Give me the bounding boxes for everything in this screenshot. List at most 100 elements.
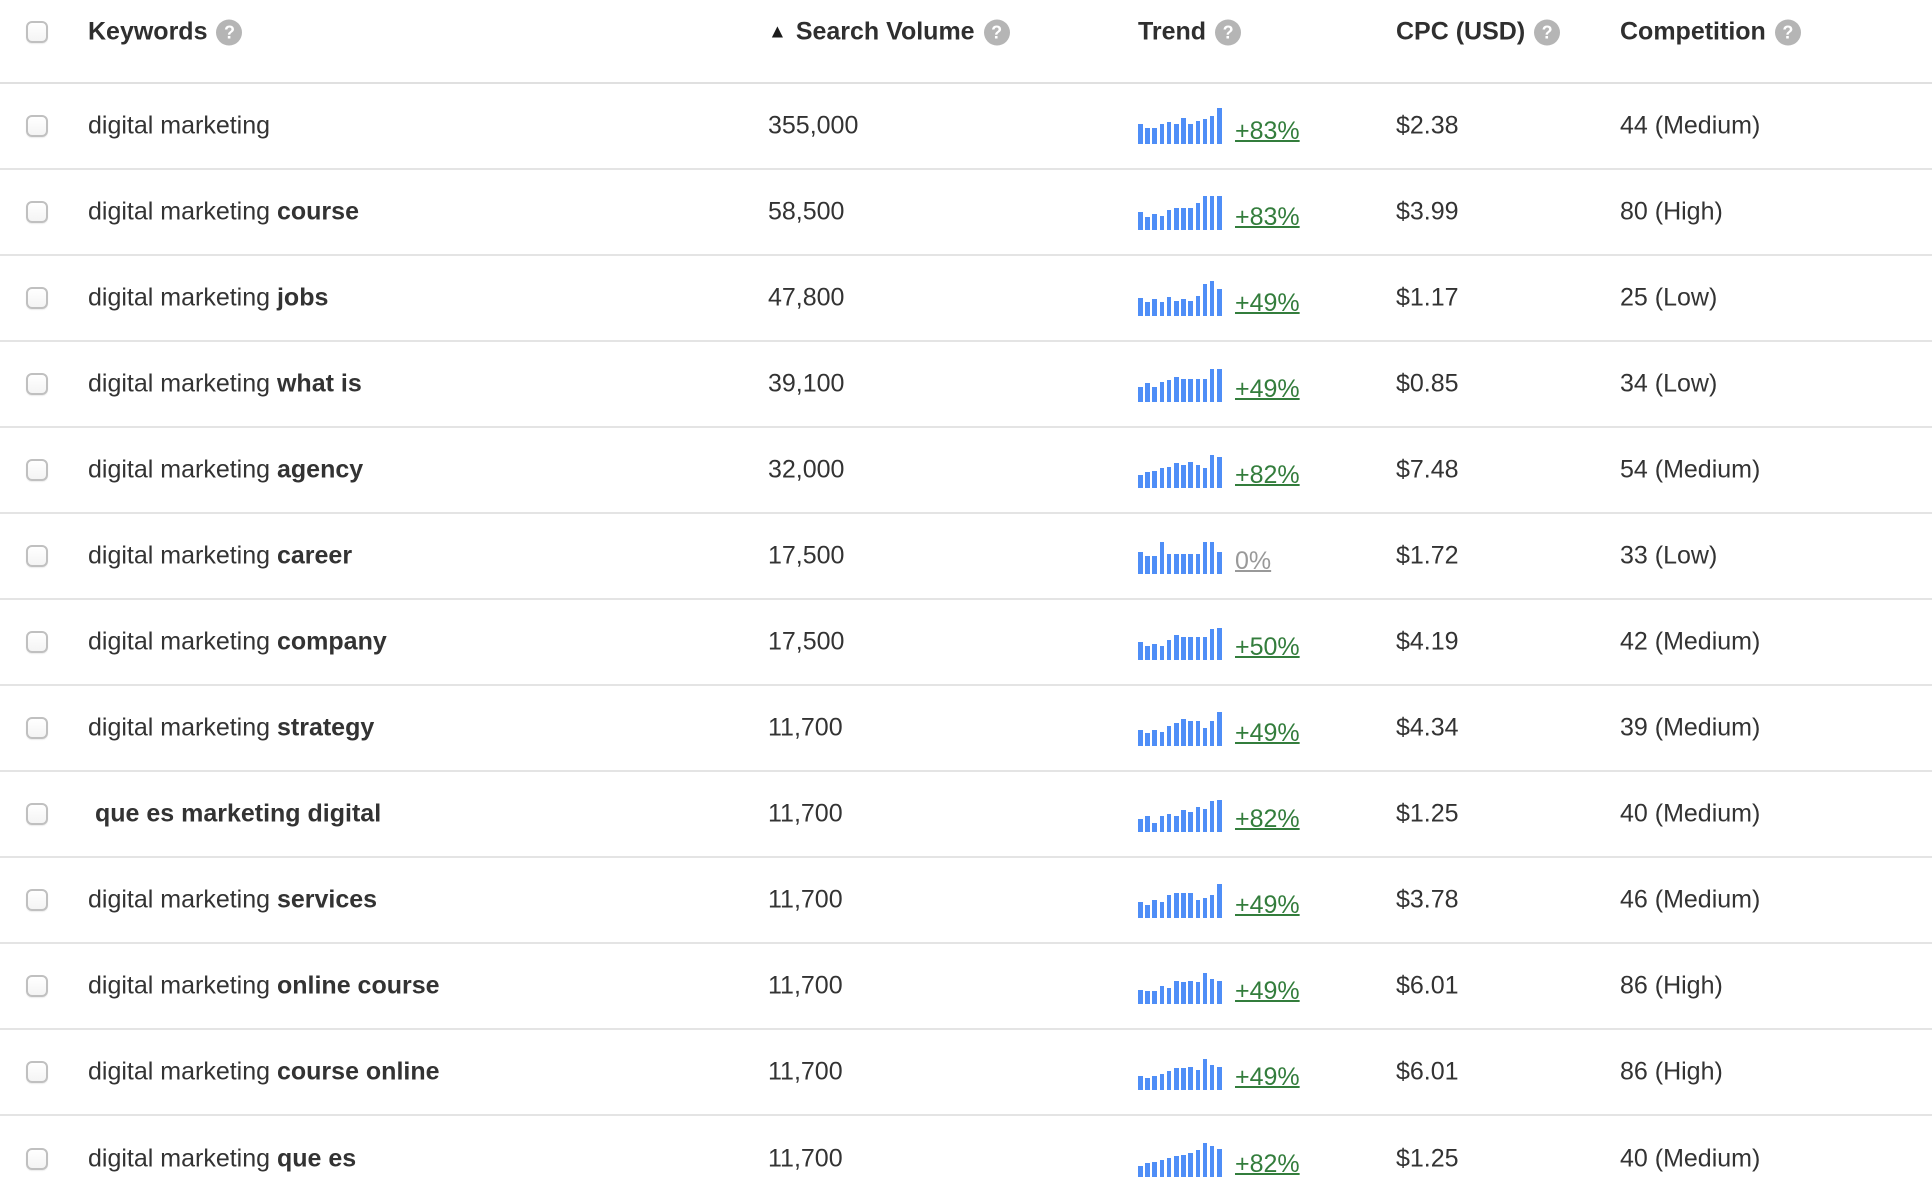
sparkline-bar — [1138, 475, 1143, 488]
row-checkbox[interactable] — [26, 1061, 48, 1083]
sparkline-bar — [1209, 454, 1215, 488]
sparkline-bar — [1181, 892, 1186, 918]
column-header-competition[interactable]: Competition — [1620, 17, 1766, 46]
trend-percent-link[interactable]: +82% — [1235, 460, 1300, 489]
sparkline-bar — [1188, 462, 1193, 488]
sparkline-bar — [1138, 124, 1143, 144]
sparkline-bar — [1195, 900, 1201, 918]
row-checkbox[interactable] — [26, 717, 48, 739]
sparkline-bar — [1166, 640, 1172, 660]
search-volume-value: 355,000 — [768, 111, 859, 140]
sparkline-bar — [1152, 298, 1157, 316]
sparkline-bar — [1159, 1159, 1165, 1177]
sparkline-bar — [1166, 379, 1172, 402]
sparkline-bar — [1145, 1163, 1150, 1177]
sort-ascending-icon[interactable]: ▲ — [768, 21, 787, 42]
column-header-cpc[interactable]: CPC (USD) — [1396, 17, 1526, 46]
row-checkbox[interactable] — [26, 631, 48, 653]
keyword-cell: digital marketing what is — [88, 370, 362, 399]
trend-percent-link[interactable]: +82% — [1235, 804, 1300, 833]
sparkline-bar — [1202, 378, 1208, 402]
competition-value: 40 (Medium) — [1620, 1144, 1761, 1173]
trend-help-icon[interactable]: ? — [1215, 19, 1242, 45]
row-checkbox[interactable] — [26, 1148, 48, 1170]
trend-cell: +49% — [1138, 366, 1300, 402]
cpc-value: $1.25 — [1396, 1144, 1459, 1173]
sparkline-bar — [1138, 901, 1143, 918]
keyword-text: digital marketing — [88, 455, 271, 484]
keywords-help-icon[interactable]: ? — [216, 19, 243, 45]
search-volume-help-icon[interactable]: ? — [983, 19, 1010, 45]
trend-percent-link[interactable]: 0% — [1235, 546, 1272, 575]
trend-cell: +49% — [1138, 1054, 1300, 1090]
sparkline-bar — [1145, 127, 1150, 144]
sparkline-bar — [1138, 729, 1143, 746]
trend-percent-link[interactable]: +49% — [1235, 1062, 1300, 1091]
keyword-text: digital marketing — [88, 627, 271, 656]
sparkline-bar — [1195, 1150, 1201, 1177]
sparkline-bar — [1145, 905, 1150, 918]
row-checkbox[interactable] — [26, 287, 48, 309]
sparkline-bar — [1181, 464, 1186, 488]
sparkline-bar — [1202, 1142, 1208, 1177]
sparkline-bar — [1152, 900, 1157, 918]
column-header-trend[interactable]: Trend — [1138, 17, 1207, 46]
sparkline-bar — [1173, 300, 1179, 316]
trend-percent-link[interactable]: +49% — [1235, 718, 1300, 747]
sparkline-bar — [1202, 1059, 1208, 1090]
row-checkbox[interactable] — [26, 975, 48, 997]
competition-help-icon[interactable]: ? — [1774, 19, 1801, 45]
column-header-search-volume[interactable]: Search Volume — [795, 17, 975, 46]
sparkline-bar — [1166, 814, 1172, 832]
table-body: digital marketing 355,000 +83% $2.38 44 … — [0, 84, 1932, 1202]
row-checkbox[interactable] — [26, 545, 48, 567]
sparkline-bar — [1138, 551, 1143, 574]
keyword-text: digital marketing — [88, 1057, 271, 1086]
sparkline-bar — [1166, 726, 1172, 746]
sparkline-bar — [1138, 212, 1143, 230]
sparkline-bar — [1217, 627, 1222, 660]
table-row-8: digital marketing strategy 11,700 +49% $… — [0, 686, 1932, 772]
sparkline-bar — [1188, 207, 1193, 230]
keyword-modifier-text: online course — [276, 971, 440, 1000]
sparkline-bar — [1152, 470, 1157, 488]
row-checkbox[interactable] — [26, 803, 48, 825]
table-row-11: digital marketing online course 11,700 +… — [0, 944, 1932, 1030]
row-checkbox[interactable] — [26, 459, 48, 481]
sparkline-bar — [1195, 203, 1201, 230]
select-all-checkbox[interactable] — [26, 21, 48, 43]
search-volume-value: 32,000 — [768, 455, 845, 484]
table-row-7: digital marketing company 17,500 +50% $4… — [0, 600, 1932, 686]
table-row-12: digital marketing course online 11,700 +… — [0, 1030, 1932, 1116]
cpc-help-icon[interactable]: ? — [1534, 19, 1561, 45]
trend-cell: +83% — [1138, 108, 1300, 144]
trend-percent-link[interactable]: +49% — [1235, 288, 1300, 317]
sparkline-bar — [1217, 980, 1222, 1004]
trend-percent-link[interactable]: +83% — [1235, 116, 1300, 145]
keyword-modifier-text: strategy — [276, 713, 375, 742]
row-checkbox[interactable] — [26, 889, 48, 911]
sparkline-bar — [1209, 801, 1215, 832]
row-checkbox[interactable] — [26, 373, 48, 395]
row-checkbox[interactable] — [26, 201, 48, 223]
competition-value: 46 (Medium) — [1620, 885, 1761, 914]
sparkline-bar — [1181, 719, 1186, 746]
sparkline-bar — [1209, 720, 1215, 746]
trend-percent-link[interactable]: +49% — [1235, 890, 1300, 919]
competition-value: 86 (High) — [1620, 1057, 1723, 1086]
sparkline-bar — [1166, 297, 1172, 316]
competition-value: 86 (High) — [1620, 971, 1723, 1000]
trend-percent-link[interactable]: +50% — [1235, 632, 1300, 661]
trend-percent-link[interactable]: +49% — [1235, 374, 1300, 403]
row-checkbox[interactable] — [26, 115, 48, 137]
sparkline-bar — [1209, 894, 1215, 918]
search-volume-value: 58,500 — [768, 197, 845, 226]
table-row-6: digital marketing career 17,500 0% $1.72… — [0, 514, 1932, 600]
trend-percent-link[interactable]: +82% — [1235, 1149, 1300, 1178]
trend-percent-link[interactable]: +49% — [1235, 976, 1300, 1005]
trend-percent-link[interactable]: +83% — [1235, 202, 1300, 231]
sparkline-bar — [1195, 554, 1201, 574]
column-header-keywords[interactable]: Keywords — [88, 17, 208, 46]
search-volume-value: 11,700 — [768, 799, 843, 828]
keyword-modifier-text: que es — [276, 1144, 357, 1173]
